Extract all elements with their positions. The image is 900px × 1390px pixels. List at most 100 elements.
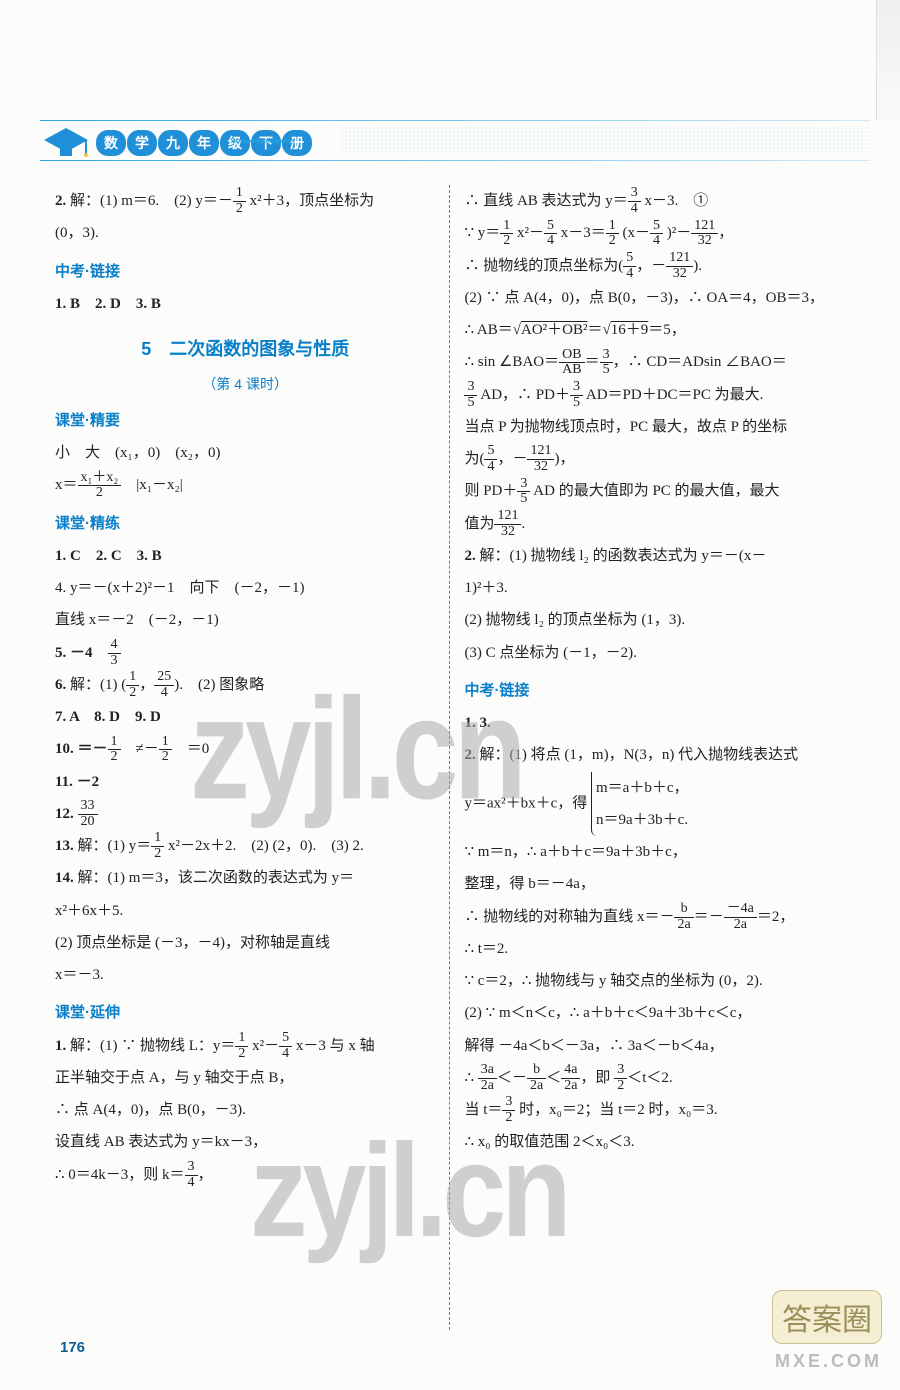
text-line: 12. 3320	[55, 798, 435, 830]
text: 10. ＝－	[55, 741, 108, 757]
sqrt: AO²＋OB²	[521, 322, 588, 338]
fraction: b2a	[527, 1063, 546, 1093]
text: AD＝PD＋DC＝PC 为最大.	[583, 387, 763, 403]
text: x²－	[248, 1038, 279, 1054]
text: ＝√	[587, 322, 610, 338]
text-line: 小 大 (x₁，0) (x₂，0)	[55, 437, 435, 469]
header-line-top	[40, 120, 870, 121]
text: ，	[718, 225, 733, 241]
text: 解：(1) ∵ 抛物线 L：y＝	[70, 1038, 235, 1054]
fraction: 12132	[666, 251, 693, 281]
text: AD 的最大值即为 PC 的最大值，最大	[530, 483, 779, 499]
text-line: 值为12132.	[464, 508, 844, 540]
text: (x－	[619, 225, 650, 241]
fraction: 54	[544, 219, 557, 249]
text-line: 2. 解：(1) 将点 (1，m)，N(3，n) 代入抛物线表达式	[464, 739, 844, 771]
text: ＝－	[694, 909, 724, 925]
text-line: 13. 解：(1) y＝12 x²－2x＋2. (2) (2，0). (3) 2…	[55, 830, 435, 862]
fraction: 3320	[78, 799, 98, 829]
fraction: 12132	[691, 219, 718, 249]
text: ＜	[546, 1070, 561, 1086]
fraction: 54	[484, 444, 497, 474]
text: 解：(1) m＝6. (2) y＝－	[70, 193, 233, 209]
title-num: 5	[141, 339, 151, 359]
text: 为	[464, 451, 479, 467]
text: ∴	[464, 1070, 477, 1086]
fraction: 12132	[494, 509, 521, 539]
fraction: 35	[570, 380, 583, 410]
text-line: (3) C 点坐标为 (－1，－2).	[464, 637, 844, 669]
chevron-icon: »»»»»»»»»»»»»»	[230, 132, 293, 148]
grad-cap-icon	[40, 120, 92, 162]
fraction: OBAB	[559, 348, 584, 378]
text-line: ∴ 3a2a＜－b2a＜4a2a，即 32＜t＜2.	[464, 1062, 844, 1094]
section-heading: 中考·链接	[464, 675, 844, 707]
text-line: x＝x₁＋x₂2 |x₁－x₂|	[55, 469, 435, 501]
pill: 学	[127, 130, 157, 156]
text-line: ∴ 点 A(4，0)，点 B(0，－3).	[55, 1094, 435, 1126]
q-num: 6.	[55, 677, 66, 693]
q-num: 2.	[464, 747, 475, 763]
fraction: 12	[233, 186, 246, 216]
fraction: 12	[151, 831, 164, 861]
brace: m＝a＋b＋c， n＝9a＋3b＋c.	[591, 772, 688, 837]
q-num: 14.	[55, 870, 74, 886]
text: 解：(1)	[70, 677, 121, 693]
text: ∴ 0＝4k－3，则 k＝	[55, 1167, 185, 1183]
fraction: 34	[185, 1160, 198, 1190]
text-line: 1. B 2. D 3. B	[55, 288, 435, 320]
text-line: 当 t＝32 时，x₀＝2；当 t＝2 时，x₀＝3.	[464, 1094, 844, 1126]
text: ，	[198, 1167, 213, 1183]
section-subtitle: （第 4 课时）	[55, 369, 435, 399]
text-line: 2. 解：(1) m＝6. (2) y＝－12 x²＋3，顶点坐标为	[55, 185, 435, 217]
text: ∴ AB＝√	[464, 322, 521, 338]
fraction: －4a2a	[724, 902, 757, 932]
text: ＝5，	[648, 322, 686, 338]
text: 12.	[55, 806, 78, 822]
text-line: (2) 抛物线 l₂ 的顶点坐标为 (1，3).	[464, 604, 844, 636]
text-line: 设直线 AB 表达式为 y＝kx－3，	[55, 1126, 435, 1158]
fraction: 12	[159, 735, 172, 765]
fraction: 43	[108, 638, 121, 668]
text: 5. －4	[55, 645, 108, 661]
section-heading: 课堂·延伸	[55, 997, 435, 1029]
text: 解：(1) m＝3，该二次函数的表达式为 y＝	[78, 870, 355, 886]
text-line: ∴ 直线 AB 表达式为 y＝34 x－3. ①	[464, 185, 844, 217]
page-right-shadow	[876, 0, 900, 120]
text: y＝ax²＋bx＋c，得	[464, 795, 587, 811]
text: ＜－	[497, 1070, 527, 1086]
text: ∵ y＝	[464, 225, 500, 241]
text-line: 10. ＝－12 ≠－12 ＝0	[55, 733, 435, 765]
header-line-bottom	[40, 160, 870, 161]
text-line: (2) 顶点坐标是 (－3，－4)，对称轴是直线	[55, 927, 435, 959]
header-band: 数 学 九 年 级 下 册 »»»»»»»»»»»»»»	[40, 120, 870, 162]
q-num: 1.	[55, 1038, 66, 1054]
text-line: 1. C 2. C 3. B	[55, 540, 435, 572]
fraction: 254	[154, 670, 174, 700]
text: x²－	[513, 225, 544, 241]
text: ＝2，	[757, 909, 795, 925]
text-line: 则 PD＋35 AD 的最大值即为 PC 的最大值，最大	[464, 475, 844, 507]
text-line: 4. y＝－(x＋2)²－1 向下 (－2，－1)	[55, 572, 435, 604]
text-line: ∴ 0＝4k－3，则 k＝34，	[55, 1159, 435, 1191]
text: )²－	[663, 225, 691, 241]
text: x＝	[55, 477, 78, 493]
text-line: (2) ∵ m＜n＜c，∴ a＋b＋c＜9a＋3b＋c＜c，	[464, 997, 844, 1029]
text-line: y＝ax²＋bx＋c，得 m＝a＋b＋c， n＝9a＋3b＋c.	[464, 772, 844, 837]
q-num: 2.	[55, 193, 66, 209]
corner-badge: 答案圈	[772, 1290, 882, 1344]
text-line: ∴ x₀ 的取值范围 2＜x₀＜3.	[464, 1126, 844, 1158]
fraction: 54	[650, 219, 663, 249]
text: x－3. ①	[641, 193, 709, 209]
fraction: x₁＋x₂2	[78, 471, 122, 501]
fraction: 54	[279, 1031, 292, 1061]
text-line: ∴ 抛物线的顶点坐标为(54，－12132).	[464, 250, 844, 282]
text-line: ∴ t＝2.	[464, 933, 844, 965]
left-column: 2. 解：(1) m＝6. (2) y＝－12 x²＋3，顶点坐标为 (0，3)…	[55, 185, 449, 1330]
text: 解：(1) 抛物线 l₂ 的函数表达式为 y＝－(x－	[479, 548, 766, 564]
text: 解：(1) y＝	[78, 838, 152, 854]
fraction: 32	[502, 1095, 515, 1125]
fraction: 32	[614, 1063, 627, 1093]
fraction: 54	[623, 251, 636, 281]
text-line: ∴ sin ∠BAO＝OBAB＝35，∴ CD＝ADsin ∠BAO＝	[464, 346, 844, 378]
